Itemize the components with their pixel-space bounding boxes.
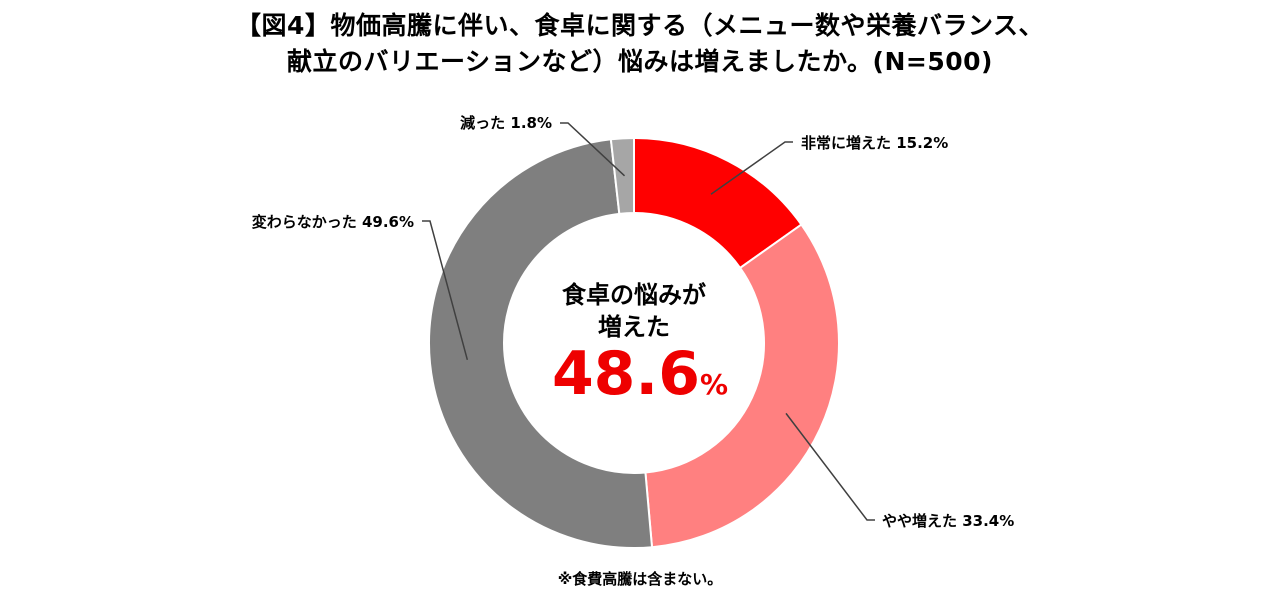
leader-lines bbox=[422, 122, 875, 521]
leader-line-unchanged bbox=[422, 220, 469, 361]
slice-unchanged bbox=[428, 138, 654, 549]
leader-line-decreased bbox=[560, 122, 626, 177]
slice-decreased bbox=[609, 136, 635, 215]
center-label-line2: 増えた bbox=[598, 313, 670, 341]
center-label-line1: 食卓の悩みが bbox=[562, 281, 706, 309]
slice-somewhat-increased bbox=[644, 223, 840, 549]
slice-labels: 非常に増えた 15.2% やや増えた 33.4% 変わらなかった 49.6% 減った … bbox=[252, 114, 1015, 530]
slice-label-decreased: 減った 1.8% bbox=[460, 114, 552, 132]
chart-title: 【図4】物価高騰に伴い、食卓に関する（メニュー数や栄養バランス、 献立のバリエー… bbox=[0, 8, 1280, 80]
center-total: 48.6% bbox=[552, 339, 728, 409]
slice-label-unchanged: 変わらなかった 49.6% bbox=[252, 213, 414, 231]
chart-title-line2: 献立のバリエーションなど）悩みは増えましたか。(N=500) bbox=[287, 47, 993, 76]
chart-title-line1: 【図4】物価高騰に伴い、食卓に関する（メニュー数や栄養バランス、 bbox=[236, 11, 1044, 40]
slice-label-very-increased: 非常に増えた 15.2% bbox=[801, 134, 948, 152]
slice-label-somewhat-increased: やや増えた 33.4% bbox=[882, 512, 1014, 530]
donut-slices bbox=[428, 136, 840, 549]
center-total-unit: % bbox=[700, 368, 728, 401]
center-total-value: 48.6 bbox=[552, 339, 700, 409]
leader-line-somewhat-increased bbox=[785, 412, 875, 521]
footnote: ※食費高騰は含まない。 bbox=[557, 570, 723, 588]
leader-line-very-increased bbox=[710, 141, 793, 195]
